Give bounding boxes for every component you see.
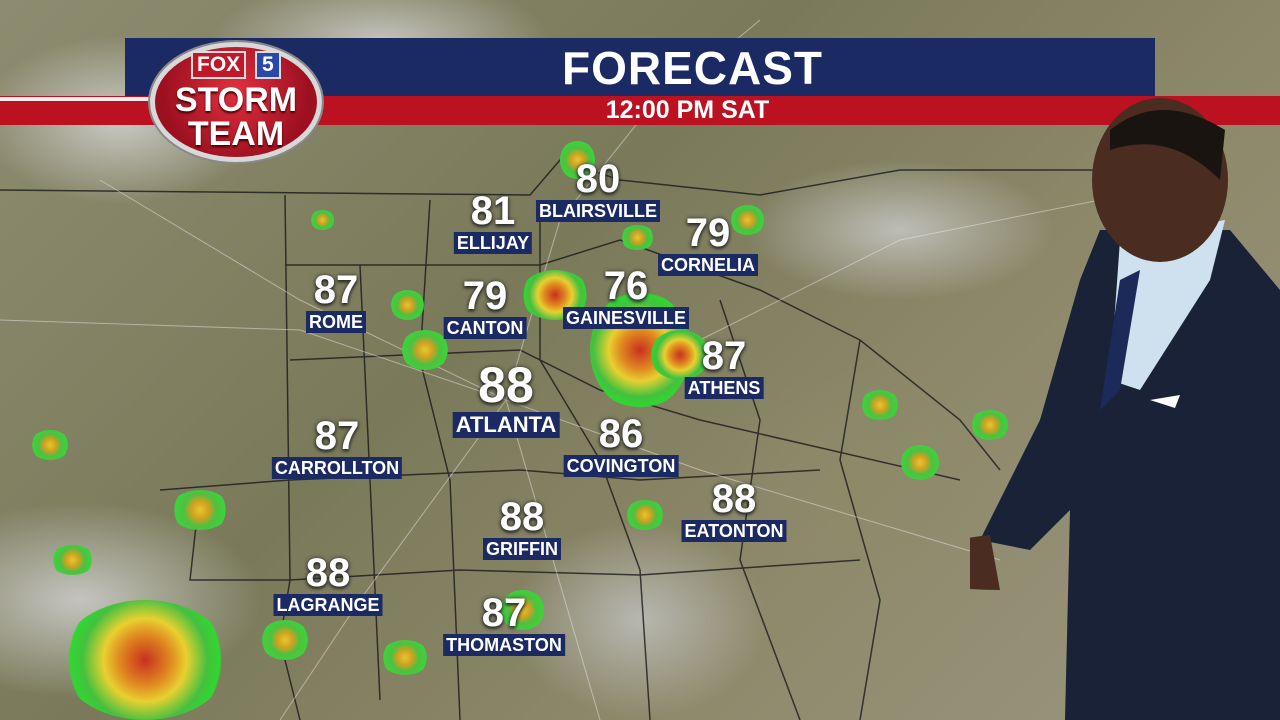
- temperature: 87: [314, 414, 360, 458]
- temperature: 79: [685, 211, 731, 255]
- radar-cell: [50, 545, 95, 575]
- temperature: 86: [598, 412, 644, 456]
- temperature: 88: [305, 551, 351, 595]
- city-carrollton: 87 CARROLLTON: [271, 414, 403, 479]
- city-label: ELLIJAY: [453, 232, 533, 254]
- city-rome: 87 ROME: [306, 268, 366, 333]
- radar-cell: [560, 140, 595, 180]
- radar-cell: [900, 445, 940, 480]
- city-label: EATONTON: [681, 520, 787, 542]
- temperature: 79: [462, 274, 508, 318]
- radar-cell: [30, 430, 70, 460]
- city-label: GAINESVILLE: [562, 307, 690, 329]
- temperature: 80: [575, 157, 621, 201]
- fox5-storm-team-logo: FOX 5 STORM TEAM: [150, 42, 322, 162]
- city-label: CARROLLTON: [271, 457, 403, 479]
- radar-cell: [970, 410, 1010, 440]
- city-lagrange: 88 LAGRANGE: [273, 551, 383, 616]
- city-label: ATLANTA: [452, 412, 560, 438]
- radar-cell: [650, 330, 710, 380]
- forecast-time: 12:00 PM SAT: [605, 96, 770, 124]
- city-label: GRIFFIN: [483, 538, 561, 560]
- radar-cell: [620, 225, 655, 250]
- city-label: ROME: [306, 311, 366, 333]
- radar-cell: [860, 390, 900, 420]
- presenter: [970, 98, 1280, 720]
- city-eatonton: 88 EATONTON: [681, 477, 787, 542]
- city-thomaston: 87 THOMASTON: [443, 591, 565, 656]
- temperature: 87: [313, 268, 359, 312]
- radar-cell: [400, 330, 450, 370]
- city-label: LAGRANGE: [273, 594, 383, 616]
- temperature: 81: [470, 189, 516, 233]
- city-label: CANTON: [443, 317, 527, 339]
- temperature: 88: [499, 495, 545, 539]
- city-gainesville: 76 GAINESVILLE: [562, 264, 690, 329]
- radar-cell: [730, 205, 765, 235]
- radar-cell: [500, 590, 545, 630]
- city-label: BLAIRSVILLE: [535, 200, 661, 222]
- city-label: ATHENS: [684, 377, 764, 399]
- city-athens: 87 ATHENS: [684, 334, 764, 399]
- city-griffin: 88 GRIFFIN: [483, 495, 561, 560]
- city-cornelia: 79 CORNELIA: [658, 211, 758, 276]
- radar-cell: [60, 600, 230, 720]
- radar-cell: [380, 640, 430, 675]
- city-label: CORNELIA: [658, 254, 758, 276]
- temperature: 76: [603, 264, 649, 308]
- city-covington: 86 COVINGTON: [563, 412, 679, 477]
- radar-cell: [390, 290, 425, 320]
- radar-cell: [260, 620, 310, 660]
- city-atlanta: 88 ATLANTA: [452, 357, 560, 438]
- temperature: 87: [481, 591, 527, 635]
- city-label: THOMASTON: [443, 634, 565, 656]
- city-blairsville: 80 BLAIRSVILLE: [535, 157, 661, 222]
- temperature: 88: [478, 357, 534, 413]
- temperature: 87: [701, 334, 747, 378]
- city-label: COVINGTON: [563, 455, 679, 477]
- city-canton: 79 CANTON: [443, 274, 527, 339]
- radar-cell: [625, 500, 665, 530]
- temperature: 88: [711, 477, 757, 521]
- radar-cell: [170, 490, 230, 530]
- city-ellijay: 81 ELLIJAY: [453, 189, 533, 254]
- page-title: FORECAST: [562, 42, 823, 94]
- accent-line: [0, 97, 160, 101]
- radar-cell: [310, 210, 335, 230]
